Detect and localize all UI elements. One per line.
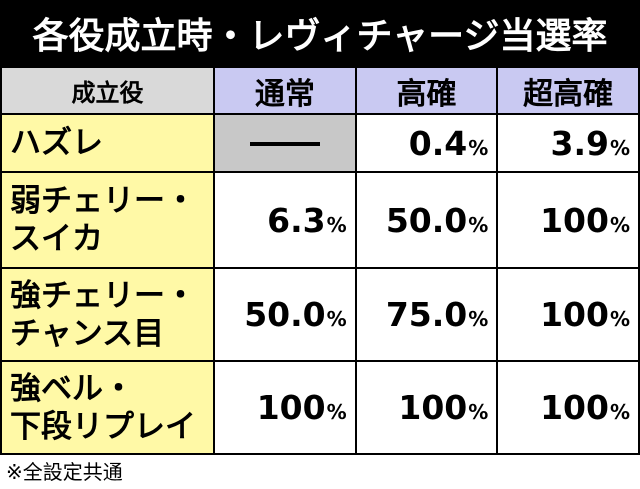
role-label-line2: 下段リプレイ [10,408,196,445]
role-cell: 強チェリー・ チャンス目 [0,267,215,362]
table-header-row: 成立役 通常 高確 超高確 [0,66,640,115]
value-cell: 100% [354,360,499,455]
role-label-line2: チャンス目 [10,315,165,352]
role-cell: 弱チェリー・ スイカ [0,171,215,269]
na-cell [213,113,357,173]
value-unit: % [609,135,630,160]
value-unit: % [468,307,489,331]
role-cell: ハズレ [0,113,215,173]
value-cell: 100% [496,171,640,269]
value-cell: 50.0% [354,171,499,269]
value-number: 100 [256,388,326,427]
value-number: 100 [540,388,609,427]
header-role: 成立役 [0,66,215,115]
value-cell: 50.0% [213,267,357,362]
table-row: 強チェリー・ チャンス目 50.0% 75.0% 100% [0,267,640,362]
value-unit: % [609,212,630,237]
value-number: 100 [540,200,609,240]
table-row: ハズレ 0.4% 3.9% [0,113,640,173]
value-number: 50.0 [244,295,326,334]
role-label-line1: 強チェリー・ [10,277,196,314]
value-cell: 100% [496,267,640,362]
value-unit: % [326,212,347,237]
value-unit: % [326,400,347,424]
value-number: 100 [540,295,609,334]
role-label-line1: 弱チェリー・ [10,183,196,219]
value-number: 75.0 [385,295,468,334]
header-mode-high: 高確 [354,66,499,115]
value-unit: % [609,400,630,424]
header-mode-normal: 通常 [213,66,357,115]
value-cell: 0.4% [354,113,499,173]
value-number: 3.9 [550,123,609,163]
value-cell: 6.3% [213,171,357,269]
role-label-line2: スイカ [10,221,103,257]
footnote: ※全設定共通 [6,460,123,484]
value-unit: % [468,212,489,237]
value-number: 0.4 [408,123,468,163]
value-number: 6.3 [267,200,326,240]
value-unit: % [326,307,347,331]
role-label: ハズレ [10,125,103,161]
value-number: 100 [398,388,468,427]
value-cell: 100% [213,360,357,455]
table-row: 弱チェリー・ スイカ 6.3% 50.0% 100% [0,171,640,269]
table-row: 強ベル・ 下段リプレイ 100% 100% 100% [0,360,640,455]
role-cell: 強ベル・ 下段リプレイ [0,360,215,455]
win-rate-table: 成立役 通常 高確 超高確 ハズレ 0.4% 3.9% 弱チェリー・ スイカ 6… [0,66,640,455]
value-unit: % [468,135,489,160]
value-unit: % [609,307,630,331]
role-label-line1: 強ベル・ [10,370,134,407]
value-number: 50.0 [385,200,468,240]
header-mode-super-high: 超高確 [496,66,640,115]
dash-mark [249,142,320,146]
page-title: 各役成立時・レヴィチャージ当選率 [0,0,640,66]
value-cell: 3.9% [496,113,640,173]
value-cell: 75.0% [354,267,499,362]
value-cell: 100% [496,360,640,455]
value-unit: % [468,400,489,424]
